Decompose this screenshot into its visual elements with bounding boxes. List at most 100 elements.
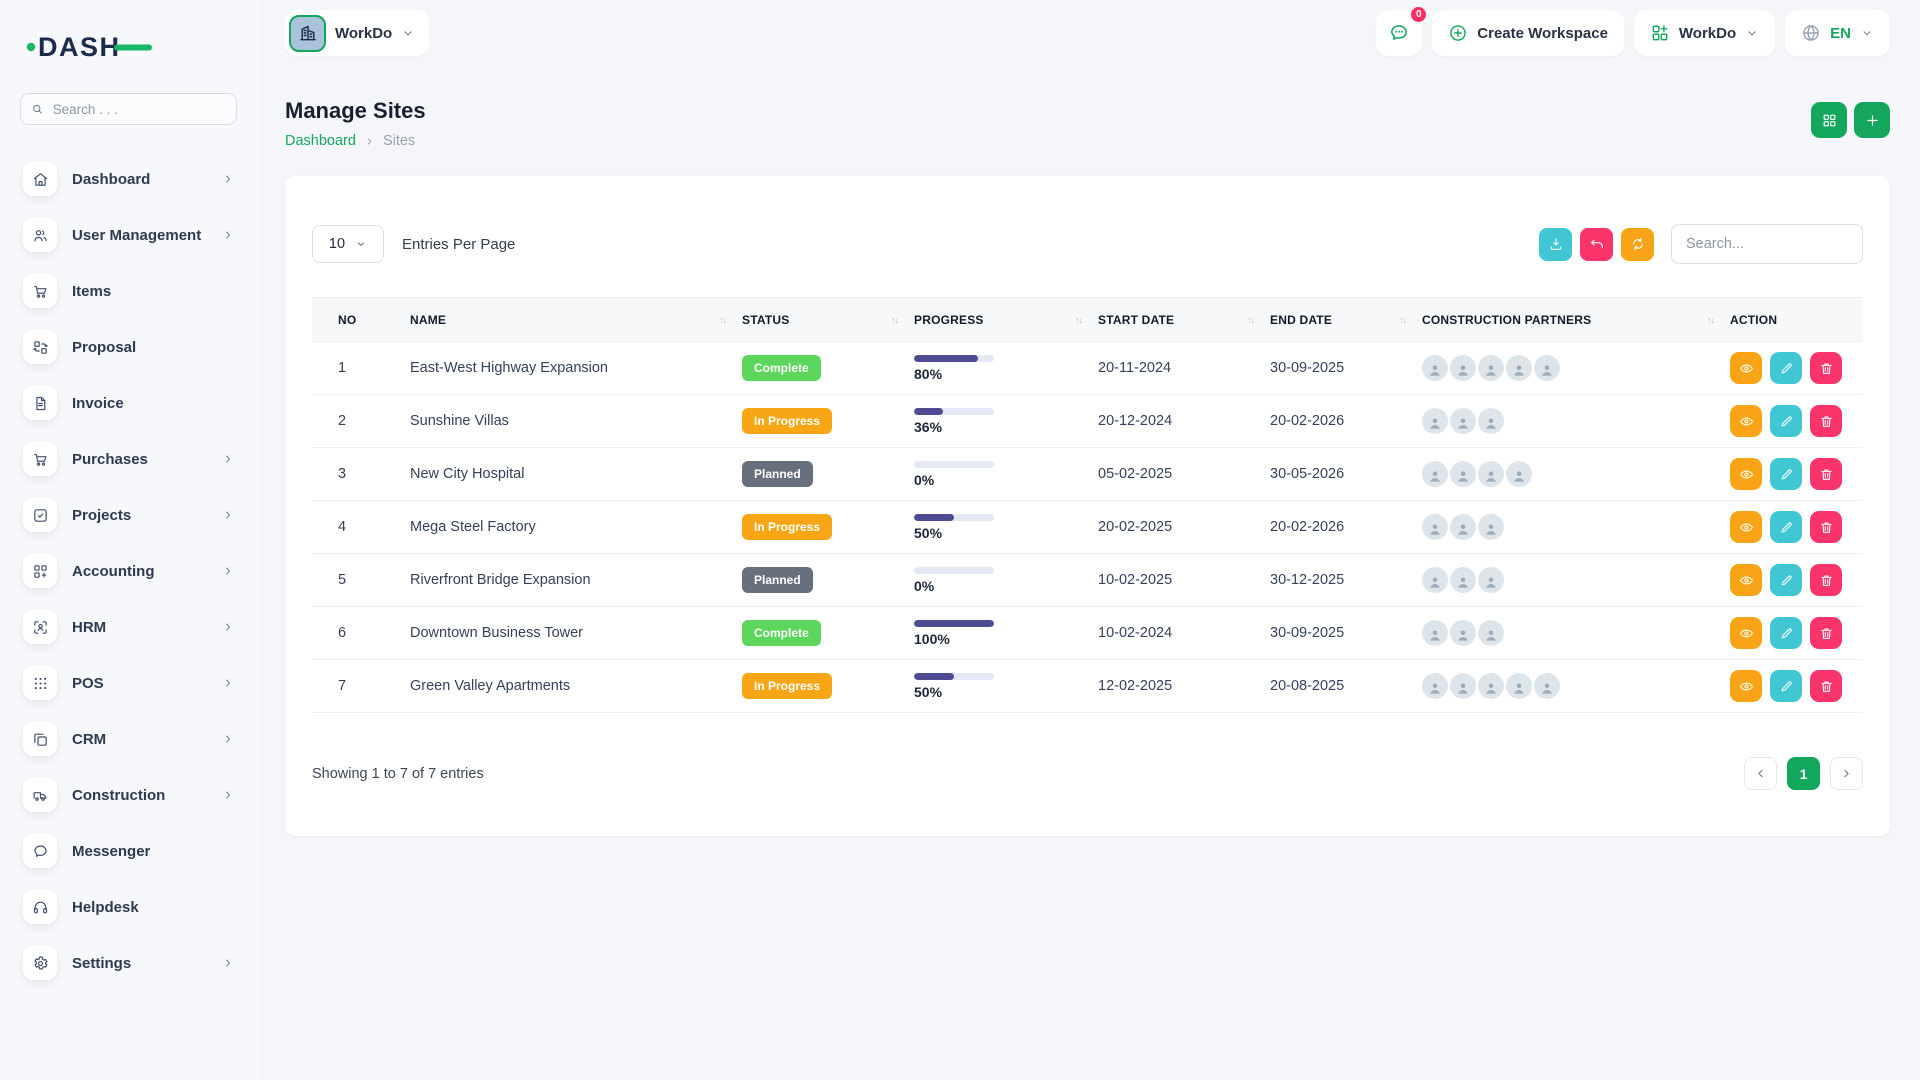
delete-button[interactable] bbox=[1810, 564, 1842, 596]
delete-button[interactable] bbox=[1810, 352, 1842, 384]
sidebar-item-user-management[interactable]: User Management bbox=[0, 207, 258, 263]
sort-icon[interactable]: ↑↓ bbox=[719, 314, 727, 325]
partner-avatar[interactable] bbox=[1422, 355, 1448, 381]
column-header-name[interactable]: NAME ↑↓ bbox=[410, 297, 742, 342]
partner-avatar[interactable] bbox=[1422, 408, 1448, 434]
delete-button[interactable] bbox=[1810, 405, 1842, 437]
sort-icon[interactable]: ↑↓ bbox=[1399, 314, 1407, 325]
page-1-button[interactable]: 1 bbox=[1787, 757, 1820, 790]
column-header-start-date[interactable]: START DATE ↑↓ bbox=[1098, 297, 1270, 342]
sidebar-item-invoice[interactable]: Invoice bbox=[0, 375, 258, 431]
messages-button[interactable]: 0 bbox=[1376, 5, 1429, 56]
edit-button[interactable] bbox=[1770, 617, 1802, 649]
language-button[interactable]: EN bbox=[1785, 10, 1890, 56]
view-button[interactable] bbox=[1730, 511, 1762, 543]
partner-avatar[interactable] bbox=[1478, 514, 1504, 540]
sidebar-item-crm[interactable]: CRM bbox=[0, 711, 258, 767]
status-badge: In Progress bbox=[742, 673, 833, 699]
entries-select[interactable]: 10 bbox=[312, 225, 384, 263]
workspace-selector[interactable]: WorkDo bbox=[285, 10, 430, 56]
sidebar-item-dashboard[interactable]: Dashboard bbox=[0, 151, 258, 207]
view-button[interactable] bbox=[1730, 564, 1762, 596]
edit-button[interactable] bbox=[1770, 670, 1802, 702]
view-button[interactable] bbox=[1730, 352, 1762, 384]
chevron-down-icon bbox=[404, 31, 412, 36]
sidebar-item-helpdesk[interactable]: Helpdesk bbox=[0, 879, 258, 935]
delete-button[interactable] bbox=[1810, 617, 1842, 649]
sidebar-item-items[interactable]: Items bbox=[0, 263, 258, 319]
sort-icon[interactable]: ↑↓ bbox=[1707, 314, 1715, 325]
partner-avatar[interactable] bbox=[1422, 620, 1448, 646]
breadcrumb-dashboard-link[interactable]: Dashboard bbox=[285, 133, 356, 149]
sidebar-search-input[interactable] bbox=[50, 100, 226, 118]
prev-page-button[interactable] bbox=[1744, 757, 1777, 790]
column-header-construction-partners[interactable]: CONSTRUCTION PARTNERS ↑↓ bbox=[1422, 297, 1730, 342]
view-button[interactable] bbox=[1730, 405, 1762, 437]
partner-avatar[interactable] bbox=[1422, 673, 1448, 699]
partner-avatar[interactable] bbox=[1478, 620, 1504, 646]
sidebar-item-accounting[interactable]: Accounting bbox=[0, 543, 258, 599]
partner-avatar[interactable] bbox=[1450, 355, 1476, 381]
brand-logo[interactable]: DASH bbox=[26, 30, 258, 69]
partner-avatar[interactable] bbox=[1422, 567, 1448, 593]
view-button[interactable] bbox=[1730, 617, 1762, 649]
edit-button[interactable] bbox=[1770, 511, 1802, 543]
partner-avatar[interactable] bbox=[1478, 408, 1504, 434]
edit-button[interactable] bbox=[1770, 564, 1802, 596]
view-button[interactable] bbox=[1730, 458, 1762, 490]
create-workspace-label: Create Workspace bbox=[1477, 24, 1608, 42]
column-header-end-date[interactable]: END DATE ↑↓ bbox=[1270, 297, 1422, 342]
partner-avatar[interactable] bbox=[1506, 673, 1532, 699]
refresh-button[interactable] bbox=[1621, 227, 1654, 261]
partner-avatar[interactable] bbox=[1478, 673, 1504, 699]
sidebar-item-construction[interactable]: Construction bbox=[0, 767, 258, 823]
delete-button[interactable] bbox=[1810, 670, 1842, 702]
partner-avatar[interactable] bbox=[1450, 514, 1476, 540]
partner-avatar[interactable] bbox=[1450, 567, 1476, 593]
partner-avatar[interactable] bbox=[1478, 567, 1504, 593]
edit-button[interactable] bbox=[1770, 458, 1802, 490]
sidebar-item-purchases[interactable]: Purchases bbox=[0, 431, 258, 487]
column-header-progress[interactable]: PROGRESS ↑↓ bbox=[914, 297, 1098, 342]
partner-avatar[interactable] bbox=[1478, 355, 1504, 381]
grid-view-button[interactable] bbox=[1811, 102, 1847, 138]
pencil-icon bbox=[1781, 574, 1792, 585]
trash-icon bbox=[1820, 680, 1832, 692]
sidebar-item-proposal[interactable]: Proposal bbox=[0, 319, 258, 375]
delete-button[interactable] bbox=[1810, 511, 1842, 543]
partner-avatar[interactable] bbox=[1506, 355, 1532, 381]
partner-avatar[interactable] bbox=[1450, 620, 1476, 646]
sidebar-item-hrm[interactable]: HRM bbox=[0, 599, 258, 655]
partner-avatar[interactable] bbox=[1478, 461, 1504, 487]
sort-icon[interactable]: ↑↓ bbox=[1247, 314, 1255, 325]
workdo-menu-button[interactable]: WorkDo bbox=[1633, 10, 1776, 56]
sidebar-item-settings[interactable]: Settings bbox=[0, 935, 258, 991]
edit-button[interactable] bbox=[1770, 405, 1802, 437]
view-button[interactable] bbox=[1730, 670, 1762, 702]
edit-button[interactable] bbox=[1770, 352, 1802, 384]
sidebar-item-pos[interactable]: POS bbox=[0, 655, 258, 711]
next-page-button[interactable] bbox=[1830, 757, 1863, 790]
sort-icon[interactable]: ↑↓ bbox=[891, 314, 899, 325]
pencil-icon bbox=[1781, 468, 1792, 479]
sidebar-item-projects[interactable]: Projects bbox=[0, 487, 258, 543]
cell-progress: 50% bbox=[914, 500, 1098, 554]
partner-avatar[interactable] bbox=[1450, 673, 1476, 699]
partner-avatar[interactable] bbox=[1534, 355, 1560, 381]
partner-avatar[interactable] bbox=[1422, 461, 1448, 487]
sidebar-item-messenger[interactable]: Messenger bbox=[0, 823, 258, 879]
partner-avatar[interactable] bbox=[1422, 514, 1448, 540]
delete-button[interactable] bbox=[1810, 458, 1842, 490]
partner-avatar[interactable] bbox=[1450, 461, 1476, 487]
add-site-button[interactable] bbox=[1854, 102, 1890, 138]
column-header-status[interactable]: STATUS ↑↓ bbox=[742, 297, 914, 342]
reset-button[interactable] bbox=[1580, 227, 1613, 261]
partner-avatar[interactable] bbox=[1450, 408, 1476, 434]
create-workspace-button[interactable]: Create Workspace bbox=[1432, 10, 1624, 56]
sort-icon[interactable]: ↑↓ bbox=[1075, 314, 1083, 325]
table-search-input[interactable] bbox=[1671, 224, 1863, 264]
person-icon bbox=[1486, 629, 1496, 641]
partner-avatar[interactable] bbox=[1506, 461, 1532, 487]
export-button[interactable] bbox=[1539, 227, 1572, 261]
partner-avatar[interactable] bbox=[1534, 673, 1560, 699]
